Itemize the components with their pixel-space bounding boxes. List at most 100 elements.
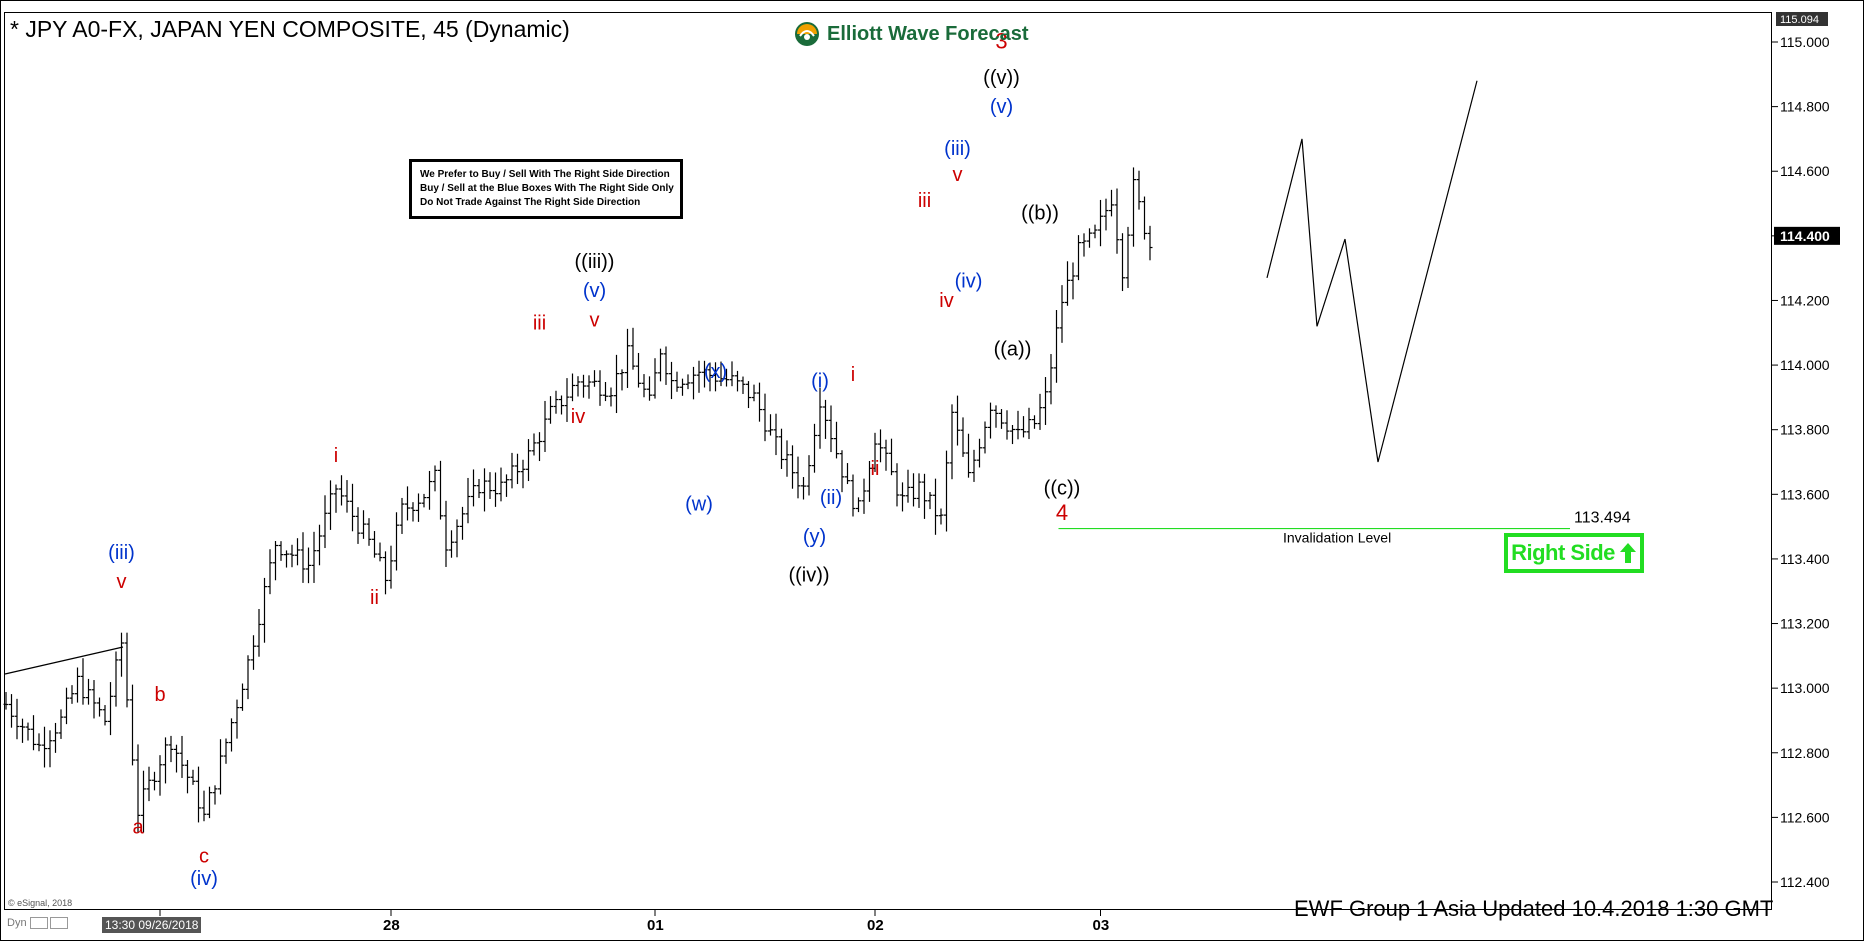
logo-icon (795, 22, 819, 46)
ohlc-bar (168, 735, 174, 763)
ohlc-bar (1065, 261, 1070, 306)
y-axis: 115.000 114.800 114.600 114.400 114.200 114.0… (1772, 12, 1840, 890)
ohlc-bar (1109, 189, 1114, 217)
dyn-label: Dyn (7, 917, 27, 929)
ohlc-bar (949, 404, 955, 480)
last-price-label: 114.400 (1780, 228, 1830, 244)
wave-label: (iii) (944, 138, 971, 160)
ohlc-bar (586, 375, 592, 399)
ohlc-bar (300, 532, 306, 583)
wave-label: (iii) (108, 542, 135, 564)
y-tick-label: 112.800 (1780, 745, 1830, 761)
ohlc-bar (20, 718, 25, 743)
ohlc-bar (1059, 285, 1065, 343)
ohlc-bar (306, 547, 311, 584)
ohlc-bar (883, 439, 889, 471)
ohlc-bar (564, 378, 570, 422)
ohlc-bar (955, 395, 960, 446)
top-price-box (1776, 12, 1828, 26)
ohlc-bar (702, 360, 707, 388)
ohlc-bar (493, 472, 498, 507)
cursor-time-badge: 13:30 09/26/2018 (102, 917, 202, 933)
ohlc-bar (355, 507, 361, 544)
ohlc-bar (889, 438, 894, 476)
ohlc-bar (1087, 228, 1092, 248)
ohlc-bar (1037, 393, 1043, 430)
ohlc-bar (163, 737, 168, 784)
ohlc-bar (614, 354, 619, 414)
wave-label: (iv) (190, 868, 218, 890)
y-tick-label: 114.600 (1780, 163, 1830, 179)
ohlc-bar (311, 531, 317, 583)
wave-label: 4 (1056, 500, 1068, 525)
wave-label: ii (370, 587, 379, 609)
ohlc-bar (53, 722, 58, 753)
wave-label: ((iii)) (575, 251, 615, 273)
ohlc-bar (185, 759, 190, 794)
ohlc-bar (405, 486, 410, 521)
zoom-in-icon[interactable] (50, 917, 68, 929)
ohlc-bar (1076, 235, 1081, 281)
ohlc-bar (515, 453, 520, 485)
ohlc-bar (1103, 198, 1109, 231)
ohlc-bar (284, 550, 289, 568)
ohlc-bar (933, 478, 938, 535)
ohlc-bar (674, 371, 680, 392)
ohlc-bar (1026, 407, 1032, 440)
ohlc-bar (817, 387, 823, 449)
ohlc-bar (267, 549, 273, 595)
y-tick-label: 112.400 (1780, 874, 1830, 890)
ohlc-bar (443, 500, 449, 567)
ohlc-bar (520, 459, 526, 489)
arrow-up-icon (1619, 543, 1636, 563)
ohlc-bar (388, 545, 394, 589)
ohlc-bar (482, 468, 487, 512)
ohlc-bar (339, 475, 344, 506)
wave-labels: (iii)vabc(iv)iiiiii((iii))(v)viv(x)(w)(i… (108, 28, 1080, 890)
ohlc-bar (795, 456, 801, 499)
wave-label: 3 (995, 28, 1007, 53)
ohlc-bar (680, 378, 685, 396)
ohlc-bar (751, 384, 757, 402)
ohlc-bar (977, 438, 982, 468)
ohlc-bar (234, 699, 240, 739)
ohlc-bar (911, 473, 916, 507)
wave-label: i (851, 364, 855, 386)
projection-path (1266, 80, 1478, 463)
ohlc-bar (174, 744, 179, 773)
ohlc-bar (960, 417, 966, 457)
ohlc-bar (487, 472, 493, 499)
wave-label: (i) (811, 371, 829, 393)
ohlc-bar (768, 414, 773, 436)
ohlc-bar (944, 450, 949, 532)
wave-label: ((a)) (994, 338, 1032, 360)
ohlc-bar (251, 635, 256, 670)
ohlc-bar (927, 492, 933, 510)
wave-label: v (590, 309, 600, 331)
ohlc-bar (377, 542, 383, 562)
wave-label: v (117, 571, 127, 593)
ohlc-bar (691, 366, 696, 400)
ohlc-bar (1120, 233, 1125, 292)
wave-label: (y) (803, 526, 826, 548)
wave-label: (ii) (820, 487, 842, 509)
wave-label: ((v)) (983, 67, 1020, 89)
ohlc-bar (839, 450, 845, 493)
ohlc-bar (630, 327, 636, 370)
invalidation-value: 113.494 (1574, 510, 1631, 527)
wave-label: (w) (685, 493, 713, 515)
zoom-out-icon[interactable] (30, 917, 48, 929)
ohlc-bar (328, 480, 333, 530)
ohlc-bar (317, 524, 322, 566)
ohlc-bar (135, 744, 141, 833)
ohlc-bar (3, 692, 9, 710)
ohlc-bar (262, 577, 267, 643)
ohlc-bar (476, 479, 482, 499)
x-axis: 2728010203 (152, 910, 1109, 934)
ohlc-bar (542, 400, 548, 452)
x-tick-label: 03 (1093, 917, 1110, 934)
ohlc-bar (124, 632, 130, 708)
ohlc-bar (295, 538, 300, 566)
ohlc-bar (196, 766, 201, 823)
